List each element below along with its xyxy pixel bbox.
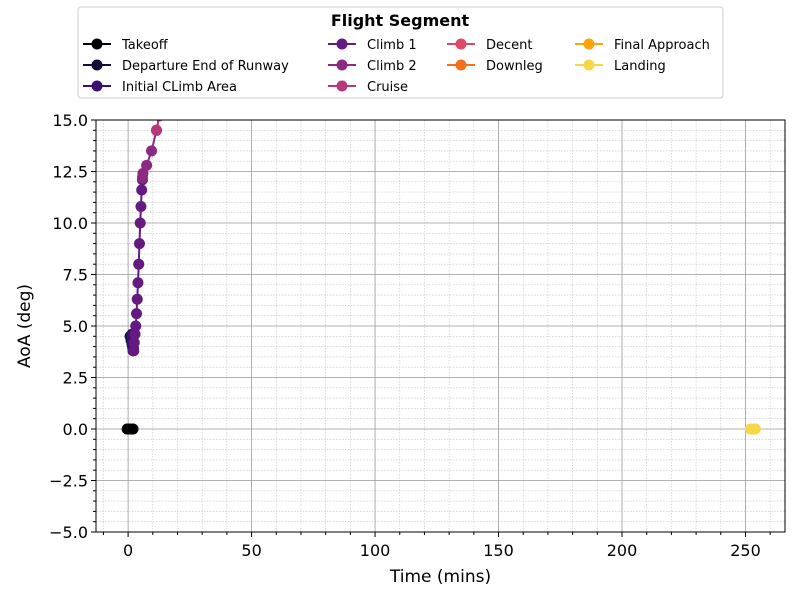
x-tick-label: 50: [241, 541, 261, 560]
y-tick-label: −2.5: [49, 472, 88, 491]
legend-swatch-marker: [91, 38, 103, 50]
legend-item-takeoff: Takeoff: [83, 38, 169, 53]
x-tick-label: 150: [483, 541, 514, 560]
plot-area: [121, 120, 761, 435]
legend-swatch-marker: [336, 59, 348, 71]
y-tick-label: 0.0: [63, 420, 88, 439]
series-landing: [744, 423, 761, 435]
legend-label: Landing: [614, 59, 666, 74]
data-point-climb-1: [130, 320, 142, 332]
data-point-climb-1: [136, 184, 148, 196]
legend-box: [77, 6, 724, 99]
y-tick-label: 10.0: [52, 214, 88, 233]
legend-label: Climb 1: [367, 38, 417, 53]
data-point-climb-1: [135, 201, 147, 213]
legend-item-final-approach: Final Approach: [575, 38, 710, 53]
legend-item-climb-1: Climb 1: [328, 38, 417, 53]
legend-swatch-marker: [583, 38, 595, 50]
legend-label: Downleg: [486, 59, 543, 74]
legend-label: Climb 2: [367, 59, 417, 74]
minor-gridlines: [96, 120, 785, 532]
y-axis-title: AoA (deg): [15, 284, 35, 368]
legend-swatch-marker: [583, 59, 595, 71]
y-tick-label: 5.0: [63, 317, 88, 336]
legend-label: Decent: [486, 38, 533, 53]
data-point-climb-2: [141, 159, 153, 171]
x-tick-label: 100: [360, 541, 391, 560]
legend-item-decent: Decent: [447, 38, 533, 53]
legend-label: Final Approach: [614, 38, 710, 53]
x-tick-label: 200: [607, 541, 638, 560]
legend-item-landing: Landing: [575, 59, 666, 74]
x-axis-title: Time (mins): [389, 567, 491, 587]
y-tick-label: 12.5: [52, 163, 88, 182]
legend-swatch-marker: [336, 80, 348, 92]
x-axis-ticks: 0 50 100 150 200 250: [102, 532, 771, 560]
data-point-cruise: [151, 124, 163, 136]
data-point-climb-1: [134, 217, 146, 229]
legend-title: Flight Segment: [331, 11, 470, 30]
data-point-climb-2: [137, 168, 149, 180]
legend-swatch-marker: [455, 38, 467, 50]
legend-label: Cruise: [367, 80, 408, 95]
legend: Flight Segment Takeoff Departure End of R…: [77, 6, 724, 99]
x-tick-label: 250: [730, 541, 761, 560]
data-point-climb-1: [129, 328, 141, 340]
legend-label: Initial CLimb Area: [122, 80, 237, 95]
legend-items: Takeoff Departure End of Runway Initial CL…: [83, 38, 710, 95]
series-climb-1: [128, 174, 148, 357]
data-point-climb-1: [133, 258, 145, 270]
legend-label: Departure End of Runway: [122, 59, 289, 74]
y-axis-ticks: −5.0 −2.5 0.0 2.5 5.0 7.5 10.0 12.5 15.0: [49, 111, 96, 542]
legend-item-initial-climb-area: Initial CLimb Area: [83, 80, 237, 95]
data-point-takeoff: [127, 423, 139, 435]
legend-swatch-marker: [455, 59, 467, 71]
legend-item-cruise: Cruise: [328, 80, 408, 95]
data-point-climb-1: [131, 293, 143, 305]
data-point-climb-1: [133, 238, 145, 250]
legend-swatch-marker: [336, 38, 348, 50]
series-climb-2: [136, 120, 163, 184]
data-point-climb-1: [128, 345, 140, 357]
legend-item-climb-2: Climb 2: [328, 59, 417, 74]
legend-swatch-marker: [91, 59, 103, 71]
series-takeoff: [121, 423, 139, 435]
data-point-climb-1: [131, 308, 143, 320]
y-tick-label: 2.5: [63, 369, 88, 388]
data-point-climb-2: [146, 145, 158, 157]
legend-swatch-marker: [91, 80, 103, 92]
legend-label: Takeoff: [121, 38, 169, 53]
data-point-landing: [749, 423, 761, 435]
x-tick-label: 0: [123, 541, 133, 560]
legend-item-downleg: Downleg: [447, 59, 543, 74]
legend-item-departure-end-of-runway: Departure End of Runway: [83, 59, 289, 74]
data-point-climb-1: [132, 277, 144, 289]
y-tick-label: 15.0: [52, 111, 88, 130]
data-point-climb-1: [128, 336, 140, 348]
major-gridlines: [96, 120, 785, 532]
y-tick-label: 7.5: [63, 266, 88, 285]
y-tick-label: −5.0: [49, 523, 88, 542]
